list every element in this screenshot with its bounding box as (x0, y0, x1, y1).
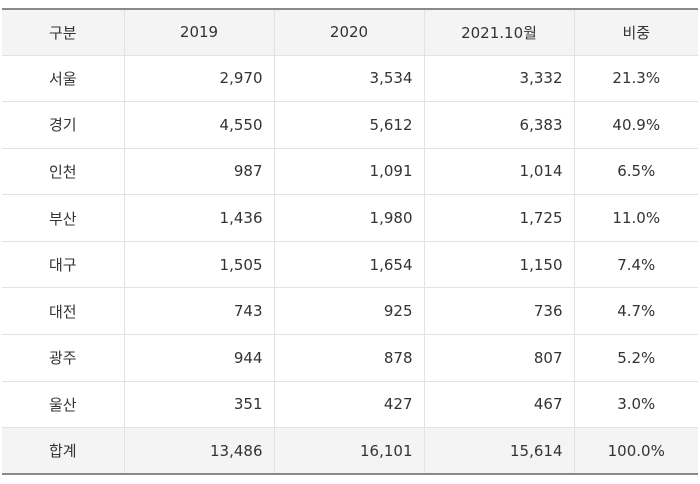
header-2019: 2019 (123, 9, 274, 56)
cell-2020: 878 (273, 334, 424, 382)
cell-2019: 944 (123, 334, 274, 382)
header-category: 구분 (2, 9, 124, 56)
cell-region: 대구 (2, 241, 124, 289)
table-row: 대전 743 925 736 4.7% (2, 287, 698, 336)
cell-region: 부산 (2, 194, 124, 242)
cell-2020: 1,980 (273, 194, 424, 242)
cell-total-2020: 16,101 (273, 427, 424, 476)
cell-2020: 925 (273, 287, 424, 336)
cell-region: 대전 (2, 287, 124, 336)
cell-share: 7.4% (573, 241, 698, 289)
cell-2021: 467 (423, 381, 574, 429)
cell-2021: 1,014 (423, 148, 574, 196)
header-2021-oct: 2021.10월 (423, 9, 574, 56)
cell-2020: 1,091 (273, 148, 424, 196)
cell-region: 울산 (2, 381, 124, 429)
cell-2019: 987 (123, 148, 274, 196)
table-row: 경기 4,550 5,612 6,383 40.9% (2, 101, 698, 149)
cell-2020: 5,612 (273, 101, 424, 149)
header-2020: 2020 (273, 9, 424, 56)
table-row: 대구 1,505 1,654 1,150 7.4% (2, 241, 698, 289)
cell-region: 서울 (2, 55, 124, 103)
regional-data-table: 구분 2019 2020 2021.10월 비중 서울 2,970 3,534 … (2, 8, 698, 476)
cell-total-share: 100.0% (573, 427, 698, 476)
cell-share: 21.3% (573, 55, 698, 103)
cell-2020: 3,534 (273, 55, 424, 103)
cell-share: 11.0% (573, 194, 698, 242)
total-row: 합계 13,486 16,101 15,614 100.0% (2, 427, 698, 476)
header-share: 비중 (573, 9, 698, 56)
cell-total-2019: 13,486 (123, 427, 274, 476)
cell-2019: 1,505 (123, 241, 274, 289)
table-row: 울산 351 427 467 3.0% (2, 381, 698, 429)
cell-2020: 1,654 (273, 241, 424, 289)
cell-region: 광주 (2, 334, 124, 382)
cell-2019: 2,970 (123, 55, 274, 103)
cell-2019: 1,436 (123, 194, 274, 242)
cell-share: 5.2% (573, 334, 698, 382)
cell-total-2021: 15,614 (423, 427, 574, 476)
cell-2020: 427 (273, 381, 424, 429)
cell-2021: 6,383 (423, 101, 574, 149)
cell-2021: 3,332 (423, 55, 574, 103)
cell-share: 40.9% (573, 101, 698, 149)
cell-total-label: 합계 (2, 427, 124, 476)
table-row: 인천 987 1,091 1,014 6.5% (2, 148, 698, 196)
cell-2021: 807 (423, 334, 574, 382)
cell-2019: 4,550 (123, 101, 274, 149)
cell-region: 경기 (2, 101, 124, 149)
table-header-row: 구분 2019 2020 2021.10월 비중 (2, 9, 698, 56)
cell-2019: 743 (123, 287, 274, 336)
cell-2021: 736 (423, 287, 574, 336)
data-table-container: 구분 2019 2020 2021.10월 비중 서울 2,970 3,534 … (2, 8, 698, 476)
cell-2021: 1,150 (423, 241, 574, 289)
cell-share: 3.0% (573, 381, 698, 429)
cell-share: 6.5% (573, 148, 698, 196)
cell-region: 인천 (2, 148, 124, 196)
cell-2021: 1,725 (423, 194, 574, 242)
table-row: 서울 2,970 3,534 3,332 21.3% (2, 55, 698, 103)
cell-2019: 351 (123, 381, 274, 429)
cell-share: 4.7% (573, 287, 698, 336)
table-row: 부산 1,436 1,980 1,725 11.0% (2, 194, 698, 242)
table-row: 광주 944 878 807 5.2% (2, 334, 698, 382)
